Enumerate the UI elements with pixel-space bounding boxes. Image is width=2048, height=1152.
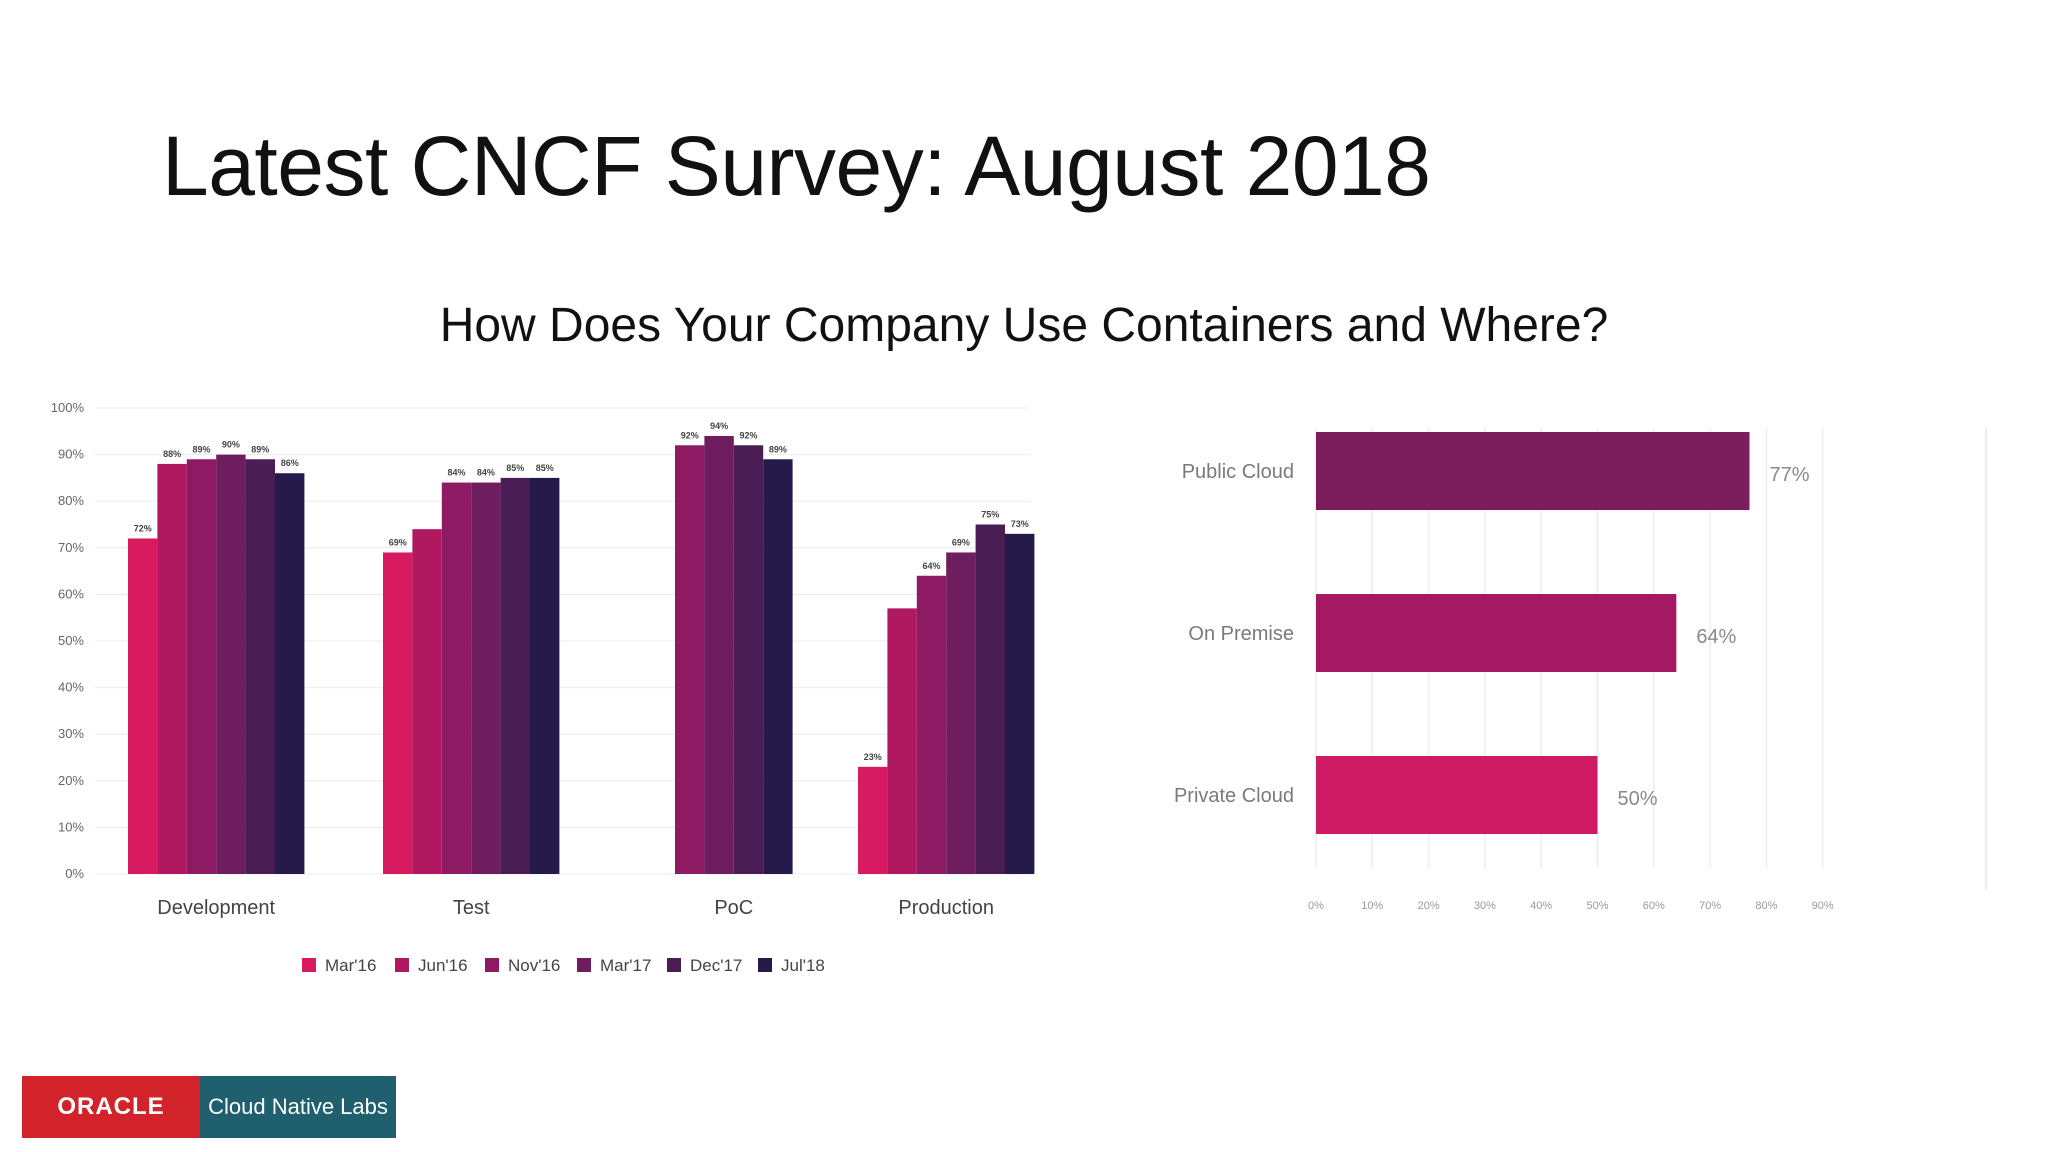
bar bbox=[530, 477, 560, 874]
legend-swatch bbox=[395, 958, 409, 972]
x-tick-label: 30% bbox=[1474, 900, 1496, 912]
slide-title: Latest CNCF Survey: August 2018 bbox=[162, 119, 1431, 213]
x-tick-label: 50% bbox=[1586, 900, 1608, 912]
x-tick-label: 10% bbox=[1361, 900, 1383, 912]
category-label: Public Cloud bbox=[1182, 461, 1294, 483]
data-label: 69% bbox=[952, 537, 970, 547]
legend-swatch bbox=[758, 958, 772, 972]
data-label: 89% bbox=[251, 444, 269, 454]
y-tick-label: 90% bbox=[58, 447, 84, 462]
data-label: 85% bbox=[536, 463, 554, 473]
x-tick-label: 90% bbox=[1812, 900, 1834, 912]
bar bbox=[733, 445, 764, 874]
data-label: 89% bbox=[192, 444, 210, 454]
bar bbox=[675, 445, 705, 874]
category-label: Production bbox=[898, 897, 994, 919]
bar bbox=[887, 608, 917, 874]
data-label: 86% bbox=[281, 458, 299, 468]
data-label: 77% bbox=[1770, 464, 1810, 486]
y-tick-label: 30% bbox=[58, 726, 84, 741]
bar bbox=[471, 482, 501, 874]
y-tick-label: 60% bbox=[58, 586, 84, 601]
y-tick-label: 10% bbox=[58, 819, 84, 834]
bar bbox=[763, 459, 793, 874]
grouped-bar-chart: 0% 10% 20% 30% 40% 50% 60% 70% 80% 90% 100% 72% 88% 8… bbox=[51, 400, 1035, 975]
chart-question: How Does Your Company Use Containers and… bbox=[439, 299, 1609, 352]
x-tick-label: 70% bbox=[1699, 900, 1721, 912]
bar bbox=[1005, 533, 1035, 874]
category-label: Private Cloud bbox=[1174, 785, 1294, 807]
bar bbox=[946, 552, 976, 874]
y-tick-label: 0% bbox=[65, 866, 84, 881]
x-tick-label: 40% bbox=[1530, 900, 1552, 912]
legend-swatch bbox=[577, 958, 591, 972]
y-tick-label: 50% bbox=[58, 633, 84, 648]
data-label: 64% bbox=[1696, 626, 1736, 648]
data-label: 84% bbox=[477, 468, 495, 478]
y-tick-label: 100% bbox=[51, 400, 85, 415]
legend-swatch bbox=[302, 958, 316, 972]
legend-label: Jul'18 bbox=[781, 956, 825, 975]
oracle-logo: ORACLE bbox=[22, 1076, 200, 1138]
oracle-cloud-native-labs-logo: ORACLE Cloud Native Labs bbox=[22, 1076, 396, 1138]
data-label: 50% bbox=[1618, 788, 1658, 810]
x-tick-label: 80% bbox=[1755, 900, 1777, 912]
legend-swatch bbox=[485, 958, 499, 972]
data-label: 85% bbox=[506, 463, 524, 473]
bar bbox=[916, 575, 947, 874]
legend-label: Mar'16 bbox=[325, 956, 376, 975]
data-label: 89% bbox=[769, 444, 787, 454]
horizontal-bar-chart: 0% 10% 20% 30% 40% 50% 60% 70% 80% 90% Public Clou… bbox=[1174, 428, 1987, 912]
bar bbox=[858, 766, 888, 874]
legend-swatch bbox=[667, 958, 681, 972]
y-tick-label: 70% bbox=[58, 540, 84, 555]
data-label: 84% bbox=[447, 468, 465, 478]
legend-label: Dec'17 bbox=[690, 956, 742, 975]
bar bbox=[186, 459, 217, 874]
bar bbox=[383, 552, 413, 874]
y-tick-label: 40% bbox=[58, 680, 84, 695]
bar bbox=[500, 477, 530, 874]
data-label: 94% bbox=[710, 421, 728, 431]
bar bbox=[245, 459, 275, 874]
data-label: 64% bbox=[922, 561, 940, 571]
cloud-native-labs-label: Cloud Native Labs bbox=[200, 1076, 396, 1138]
bar bbox=[1316, 594, 1677, 672]
category-label: Test bbox=[453, 897, 490, 919]
y-tick-label: 80% bbox=[58, 493, 84, 508]
data-label: 88% bbox=[163, 449, 181, 459]
bar bbox=[128, 538, 158, 874]
data-label: 75% bbox=[981, 510, 999, 520]
x-tick-label: 60% bbox=[1643, 900, 1665, 912]
bar bbox=[157, 463, 187, 874]
data-label: 69% bbox=[389, 537, 407, 547]
category-label: PoC bbox=[714, 897, 753, 919]
legend-label: Nov'16 bbox=[508, 956, 560, 975]
data-label: 72% bbox=[134, 523, 152, 533]
data-label: 23% bbox=[864, 752, 882, 762]
bar bbox=[1316, 756, 1598, 834]
bar bbox=[975, 524, 1005, 874]
bar bbox=[412, 529, 442, 874]
legend-label: Mar'17 bbox=[600, 956, 651, 975]
x-tick-label: 0% bbox=[1308, 900, 1324, 912]
bar bbox=[275, 473, 305, 874]
category-label: Development bbox=[157, 897, 275, 919]
category-label: On Premise bbox=[1188, 623, 1294, 645]
legend-label: Jun'16 bbox=[418, 956, 468, 975]
data-label: 92% bbox=[739, 430, 757, 440]
bar bbox=[216, 454, 246, 874]
data-label: 92% bbox=[681, 430, 699, 440]
bar bbox=[1316, 432, 1750, 510]
y-tick-label: 20% bbox=[58, 773, 84, 788]
data-label: 73% bbox=[1011, 519, 1029, 529]
data-label: 90% bbox=[222, 440, 240, 450]
bar bbox=[704, 435, 734, 874]
x-tick-label: 20% bbox=[1418, 900, 1440, 912]
bar bbox=[441, 482, 472, 874]
